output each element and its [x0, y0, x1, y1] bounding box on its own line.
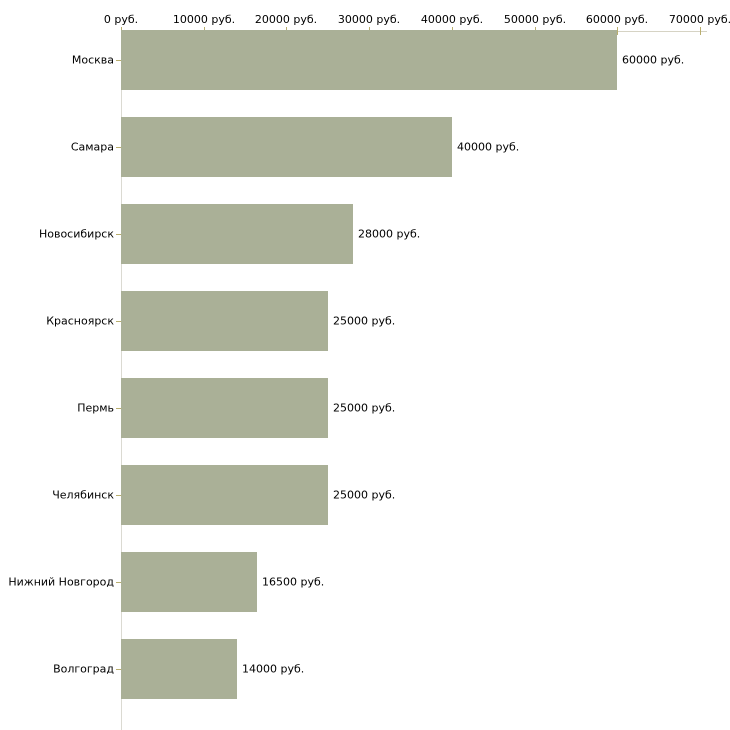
category-label: Самара [70, 140, 114, 154]
y-axis-tick-mark [116, 321, 121, 322]
x-axis-tick-label: 20000 руб. [254, 13, 318, 26]
bar-7 [121, 552, 257, 612]
y-axis-tick-mark [116, 60, 121, 61]
category-label: Волгоград [53, 662, 114, 676]
bar-3 [121, 204, 353, 264]
category-label: Новосибирск [38, 227, 114, 241]
x-axis-tick-label: 40000 руб. [420, 13, 484, 26]
bar-6 [121, 465, 328, 525]
value-label: 28000 руб. [358, 227, 421, 241]
value-label: 14000 руб. [242, 662, 305, 676]
bar-5 [121, 378, 328, 438]
x-axis-tick-label: 10000 руб. [172, 13, 236, 26]
x-axis-tick-mark [700, 27, 701, 35]
value-label: 40000 руб. [457, 140, 520, 154]
x-axis-tick-label: 60000 руб. [585, 13, 649, 26]
x-axis-tick-label: 70000 руб. [668, 13, 730, 26]
bar-2 [121, 117, 452, 177]
y-axis-tick-mark [116, 669, 121, 670]
value-label: 60000 руб. [622, 53, 685, 67]
y-axis-tick-mark [116, 495, 121, 496]
x-axis-tick-mark [617, 27, 618, 35]
category-label: Пермь [77, 401, 114, 415]
value-label: 25000 руб. [333, 401, 396, 415]
category-label: Челябинск [52, 488, 114, 502]
category-label: Москва [71, 53, 114, 67]
x-axis-tick-label: 30000 руб. [337, 13, 401, 26]
x-axis-tick-label: 0 руб. [103, 13, 139, 26]
value-label: 16500 руб. [262, 575, 325, 589]
category-label: Красноярск [46, 314, 114, 328]
category-label: Нижний Новгород [8, 575, 114, 589]
y-axis-tick-mark [116, 234, 121, 235]
value-label: 25000 руб. [333, 488, 396, 502]
y-axis-tick-mark [116, 582, 121, 583]
x-axis-tick-label: 50000 руб. [503, 13, 567, 26]
bar-1 [121, 30, 617, 90]
y-axis-tick-mark [116, 408, 121, 409]
bar-4 [121, 291, 328, 351]
value-label: 25000 руб. [333, 314, 396, 328]
bar-8 [121, 639, 237, 699]
y-axis-tick-mark [116, 147, 121, 148]
